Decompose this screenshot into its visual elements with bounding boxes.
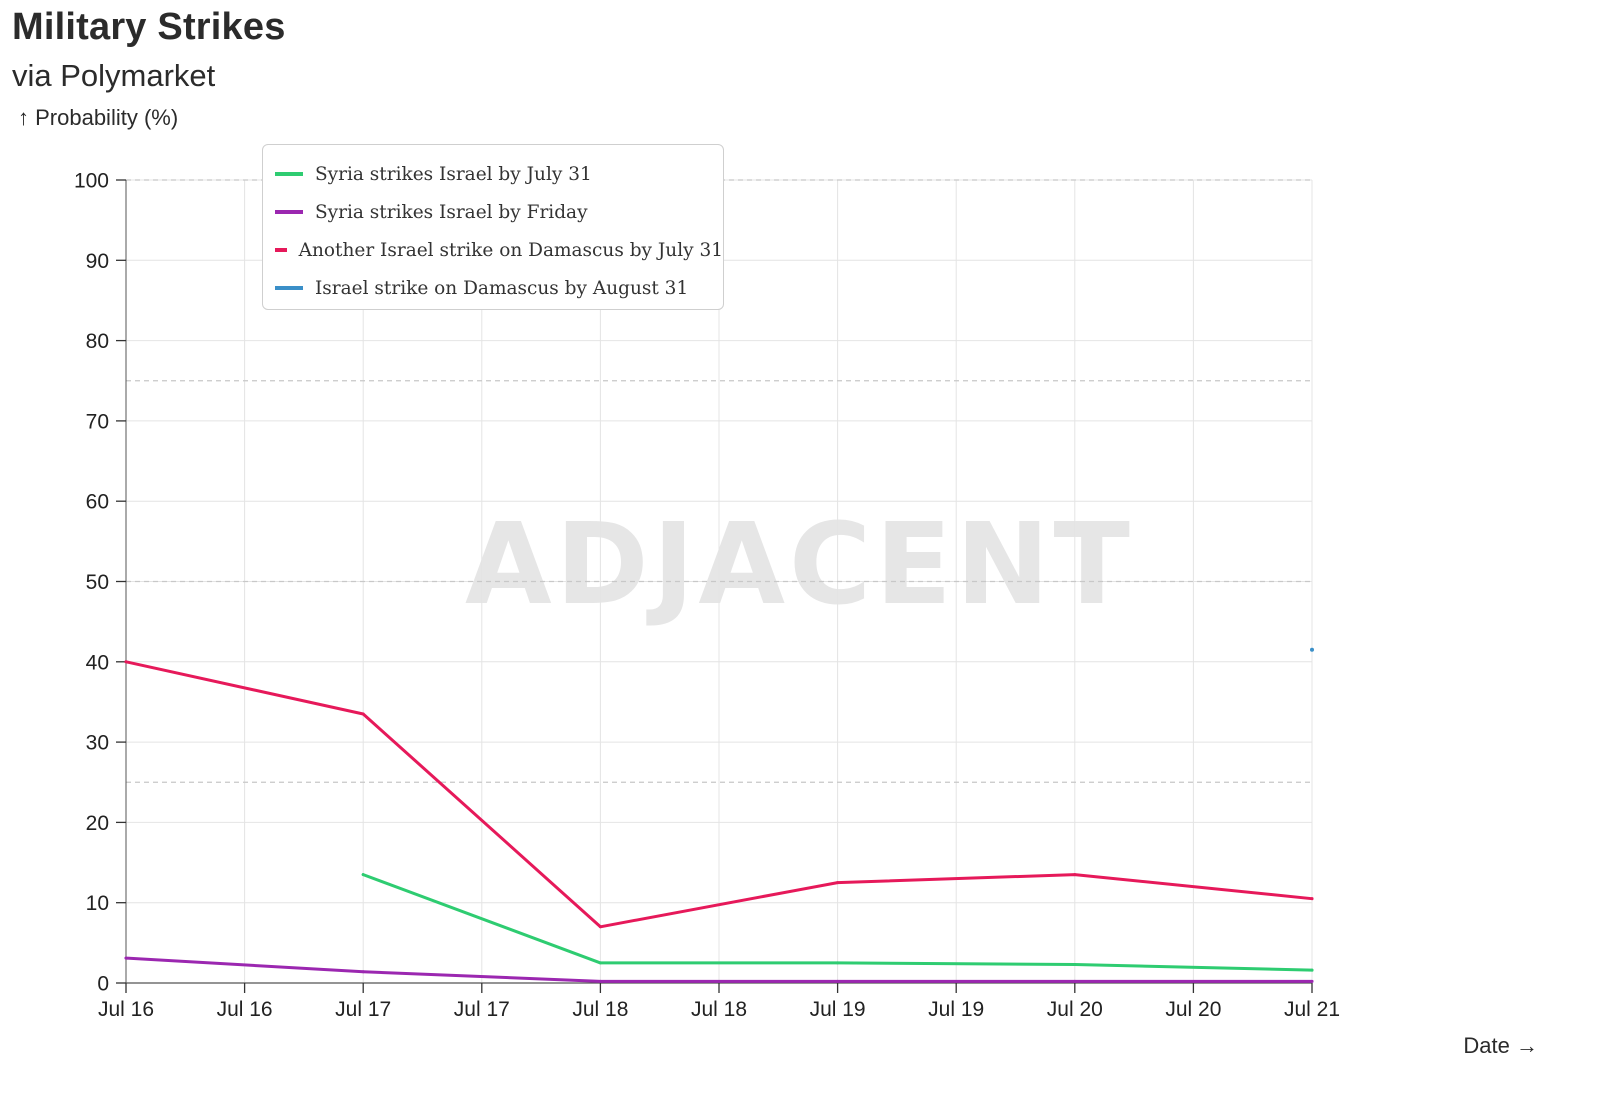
data-point-0: [1073, 963, 1077, 967]
data-point-0: [836, 961, 840, 965]
x-tick-label: Jul 16: [217, 998, 273, 1021]
data-point-3: [1310, 647, 1314, 652]
legend-label: Israel strike on Damascus by August 31: [315, 277, 689, 299]
data-point-1: [598, 979, 602, 983]
y-tick-label: 30: [86, 732, 109, 755]
y-tick-label: 100: [74, 170, 109, 193]
chart-title: Military Strikes: [12, 6, 286, 48]
data-point-1: [1310, 979, 1314, 983]
legend-swatch: [275, 286, 303, 290]
data-point-0: [361, 873, 365, 877]
x-axis-label: Date →: [1463, 1033, 1538, 1058]
data-point-1: [836, 979, 840, 983]
legend-item-syria-friday: Syria strikes Israel by Friday: [263, 193, 723, 231]
data-point-2: [598, 925, 602, 929]
legend-swatch: [275, 172, 303, 176]
chart-subtitle: via Polymarket: [12, 58, 216, 93]
x-tick-label: Jul 16: [98, 998, 154, 1021]
y-tick-label: 40: [86, 651, 109, 674]
y-tick-label: 70: [86, 410, 109, 433]
data-point-2: [361, 712, 365, 716]
y-tick-label: 20: [86, 812, 109, 835]
data-point-1: [1073, 979, 1077, 983]
legend-label: Syria strikes Israel by Friday: [315, 201, 588, 223]
data-point-2: [1310, 897, 1314, 901]
data-point-0: [598, 961, 602, 965]
x-tick-label: Jul 20: [1047, 998, 1103, 1021]
data-point-1: [361, 970, 365, 974]
data-point-1: [124, 956, 128, 960]
x-tick-label: Jul 20: [1165, 998, 1221, 1021]
legend-item-damascus-august31: Israel strike on Damascus by August 31: [263, 269, 723, 307]
y-tick-label: 90: [86, 250, 109, 273]
legend-label: Syria strikes Israel by July 31: [315, 163, 592, 185]
data-point-2: [1073, 873, 1077, 877]
legend-swatch: [275, 248, 287, 252]
x-tick-label: Jul 17: [454, 998, 510, 1021]
x-tick-label: Jul 18: [691, 998, 747, 1021]
x-tick-label: Jul 17: [335, 998, 391, 1021]
y-axis-label: ↑ Probability (%): [18, 105, 179, 130]
legend-swatch: [275, 210, 303, 214]
x-tick-label: Jul 18: [572, 998, 628, 1021]
y-tick-label: 0: [97, 973, 109, 996]
y-tick-label: 60: [86, 491, 109, 514]
y-tick-label: 50: [86, 571, 109, 594]
x-tick-label: Jul 19: [928, 998, 984, 1021]
data-point-2: [124, 660, 128, 664]
series-line-2: [124, 660, 1314, 929]
series-line-1: [124, 956, 1314, 983]
y-tick-label: 80: [86, 330, 109, 353]
x-tick-label: Jul 19: [810, 998, 866, 1021]
data-point-0: [1310, 968, 1314, 972]
data-point-2: [836, 881, 840, 885]
y-tick-label: 10: [86, 892, 109, 915]
legend-item-syria-july31: Syria strikes Israel by July 31: [263, 155, 723, 193]
x-tick-label: Jul 21: [1284, 998, 1340, 1021]
legend-label: Another Israel strike on Damascus by Jul…: [298, 239, 723, 261]
legend-item-damascus-july31: Another Israel strike on Damascus by Jul…: [263, 231, 723, 269]
legend: Syria strikes Israel by July 31 Syria st…: [262, 144, 724, 310]
